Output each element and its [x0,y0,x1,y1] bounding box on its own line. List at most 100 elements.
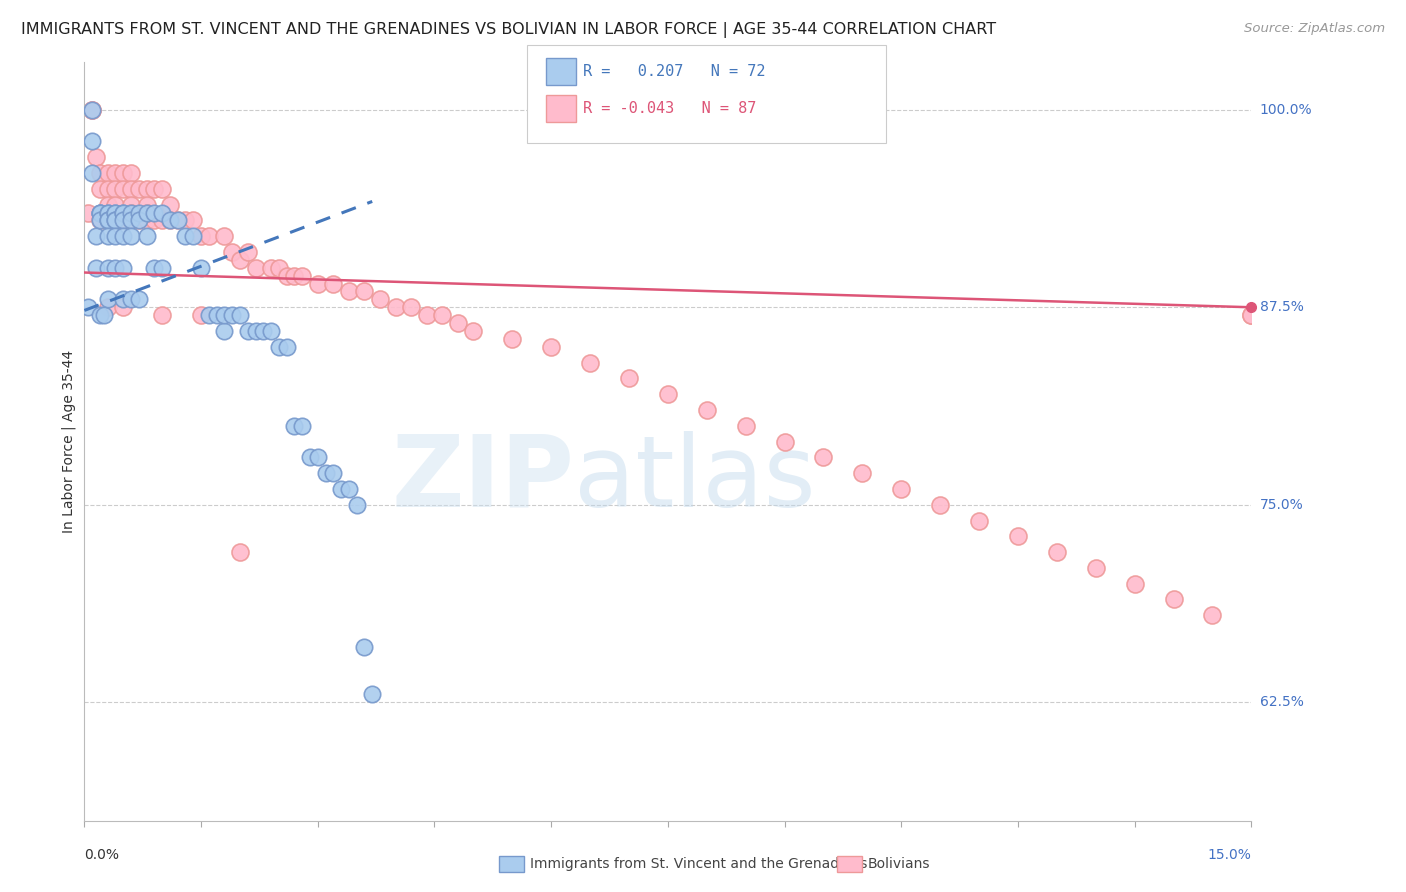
Point [120,213,142,227]
Point [1123,576,1146,591]
Point [190,229,212,244]
Point [368,293,391,307]
Point [851,466,873,480]
Point [236,324,259,338]
Point [89,166,111,180]
Point [97,300,120,314]
Text: Immigrants from St. Vincent and the Grenadines: Immigrants from St. Vincent and the Gren… [530,857,868,871]
Point [82,103,104,117]
Point [120,213,142,227]
Point [283,418,305,433]
Point [97,166,120,180]
Text: 100.0%: 100.0% [1260,103,1312,117]
Point [120,197,142,211]
Point [159,213,181,227]
Point [1046,545,1069,559]
Point [135,205,157,219]
Point [89,308,111,322]
Point [1240,308,1263,322]
Point [104,213,127,227]
Point [361,687,384,701]
Point [236,244,259,259]
Point [82,135,104,149]
Point [97,205,120,219]
Point [120,166,142,180]
Point [112,300,135,314]
Point [322,277,344,291]
Point [89,205,111,219]
Point [205,308,228,322]
Point [89,205,111,219]
Text: ZIP: ZIP [392,431,575,528]
Point [353,285,375,299]
Point [214,229,236,244]
Point [104,213,127,227]
Point [89,182,111,196]
Point [346,498,368,512]
Point [104,213,127,227]
Point [463,324,485,338]
Point [135,182,157,196]
Text: IMMIGRANTS FROM ST. VINCENT AND THE GRENADINES VS BOLIVIAN IN LABOR FORCE | AGE : IMMIGRANTS FROM ST. VINCENT AND THE GREN… [21,22,997,38]
Point [97,197,120,211]
Point [112,213,135,227]
Point [150,260,173,275]
Point [267,260,290,275]
Point [353,640,375,654]
Point [120,182,142,196]
Point [104,197,127,211]
Point [112,182,135,196]
Text: atlas: atlas [575,431,815,528]
Text: R =   0.207   N = 72: R = 0.207 N = 72 [583,64,766,78]
Point [128,293,150,307]
Point [181,213,204,227]
Point [291,418,314,433]
Point [190,260,212,275]
Point [337,482,360,496]
Point [229,545,252,559]
Point [1163,592,1185,607]
Point [540,340,562,354]
Point [150,308,173,322]
Point [657,387,679,401]
Point [267,340,290,354]
Point [190,308,212,322]
Point [135,205,157,219]
Point [97,260,120,275]
Point [104,229,127,244]
Point [143,213,166,227]
Point [174,213,197,227]
Point [214,308,236,322]
Point [97,182,120,196]
Point [77,300,100,314]
Point [82,166,104,180]
Point [89,205,111,219]
Point [214,324,236,338]
Text: 15.0%: 15.0% [1208,848,1251,863]
Point [143,205,166,219]
Point [166,213,188,227]
Point [112,205,135,219]
Point [150,182,173,196]
Point [120,205,142,219]
Point [97,229,120,244]
Point [734,418,756,433]
Point [696,403,718,417]
Point [112,205,135,219]
Point [135,229,157,244]
Point [260,260,283,275]
Point [773,434,796,449]
Point [245,324,267,338]
Point [337,285,360,299]
Point [1007,529,1029,543]
Point [307,277,329,291]
Point [89,213,111,227]
Point [112,260,135,275]
Point [283,268,305,283]
Point [84,229,107,244]
Point [929,498,952,512]
Point [128,213,150,227]
Point [181,229,204,244]
Text: R = -0.043   N = 87: R = -0.043 N = 87 [583,102,756,116]
Point [97,213,120,227]
